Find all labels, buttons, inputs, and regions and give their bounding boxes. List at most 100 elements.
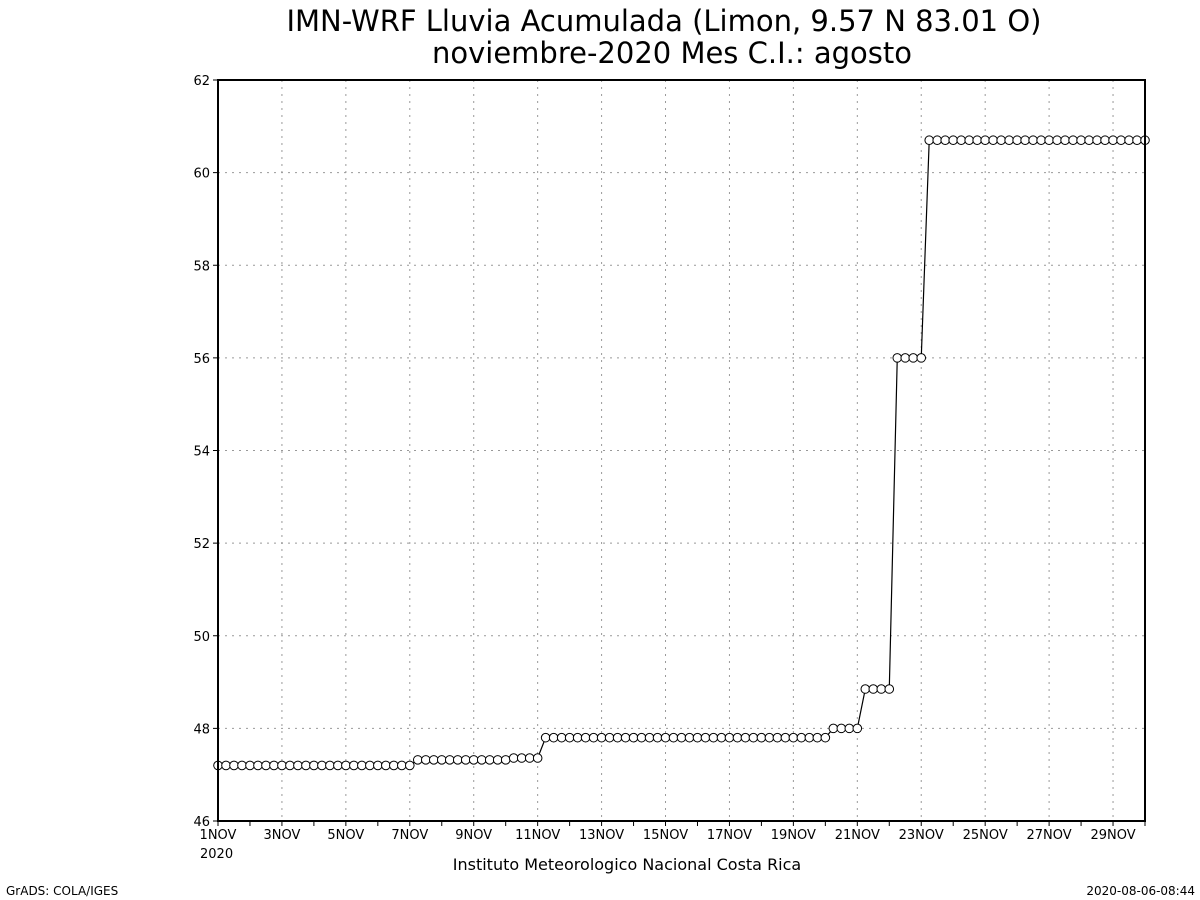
data-point — [516, 753, 527, 763]
data-point — [948, 135, 959, 146]
data-point — [764, 732, 775, 743]
y-tick-label: 46 — [193, 815, 210, 830]
data-point — [436, 755, 447, 765]
x-tick-label: 13NOV — [579, 828, 624, 843]
data-point — [668, 732, 679, 743]
data-point — [652, 732, 663, 743]
data-point — [972, 135, 982, 146]
y-tick-label: 52 — [193, 537, 210, 552]
data-point — [684, 732, 695, 743]
data-point — [221, 760, 231, 771]
data-point — [444, 755, 455, 765]
data-point — [1076, 135, 1086, 146]
y-tick-label: 58 — [193, 259, 210, 274]
data-point — [404, 760, 415, 771]
data-point — [1020, 135, 1030, 146]
data-point — [988, 135, 998, 146]
data-point — [604, 732, 615, 743]
data-point — [1060, 135, 1070, 146]
x-tick-label: 21NOV — [835, 828, 880, 843]
y-axis: 46 48 50 52 54 56 58 60 62 — [193, 74, 218, 830]
data-point — [317, 760, 327, 771]
data-point — [636, 732, 647, 743]
data-point — [492, 755, 503, 765]
data-point — [812, 732, 823, 743]
data-point — [860, 684, 871, 694]
data-point — [836, 723, 847, 734]
data-point — [373, 760, 383, 771]
data-point — [772, 732, 783, 743]
data-point — [412, 755, 423, 765]
data-point — [708, 732, 719, 743]
data-point — [357, 760, 367, 771]
data-point — [285, 760, 295, 771]
data-point — [293, 760, 303, 771]
data-point — [996, 135, 1006, 146]
data-point — [333, 760, 343, 771]
data-point — [676, 732, 687, 743]
x-tick-label: 5NOV — [327, 828, 364, 843]
data-point — [397, 760, 407, 771]
data-point — [660, 732, 671, 743]
data-point — [389, 760, 399, 771]
data-point — [524, 753, 535, 763]
data-point — [692, 732, 703, 743]
series-markers — [213, 135, 1150, 771]
data-point — [788, 732, 799, 743]
data-point — [612, 732, 623, 743]
data-point — [468, 755, 479, 765]
data-point — [269, 760, 279, 771]
data-point — [876, 684, 887, 694]
data-point — [452, 755, 463, 765]
data-point — [245, 760, 255, 771]
x-axis: 1NOV 3NOV 5NOV 7NOV 9NOV 11NOV 13NOV 15NOV 17NOV… — [200, 821, 1146, 843]
x-year-label: 2020 — [200, 847, 233, 862]
data-point — [732, 732, 743, 743]
data-point — [1084, 135, 1094, 146]
chart-title: IMN-WRF Lluvia Acumulada (Limon, 9.57 N … — [286, 4, 1041, 38]
x-tick-label: 15NOV — [643, 828, 688, 843]
data-point — [261, 760, 271, 771]
x-tick-label: 1NOV — [200, 828, 237, 843]
data-point — [341, 760, 351, 771]
data-point — [628, 732, 639, 743]
data-point — [700, 732, 711, 743]
data-point — [852, 723, 863, 734]
data-point — [580, 732, 591, 743]
data-point — [940, 135, 951, 146]
data-point — [956, 135, 967, 146]
data-point — [460, 755, 471, 765]
data-point — [932, 135, 943, 146]
data-point — [916, 353, 927, 363]
institution-label: Instituto Meteorologico Nacional Costa R… — [453, 855, 801, 874]
data-point — [892, 353, 903, 363]
x-tick-label: 9NOV — [455, 828, 492, 843]
y-tick-label: 50 — [193, 630, 210, 645]
data-point — [500, 755, 511, 765]
x-tick-label: 19NOV — [771, 828, 816, 843]
data-point — [796, 732, 807, 743]
x-tick-label: 23NOV — [899, 828, 944, 843]
x-tick-label: 29NOV — [1090, 828, 1135, 843]
chart-subtitle: noviembre-2020 Mes C.I.: agosto — [432, 36, 912, 70]
data-point — [1068, 135, 1078, 146]
data-point — [1012, 135, 1022, 146]
data-point — [1132, 135, 1142, 146]
data-point — [716, 732, 727, 743]
data-point — [349, 760, 359, 771]
data-point — [564, 732, 575, 743]
data-point — [277, 760, 287, 771]
data-point — [532, 753, 543, 763]
data-point — [868, 684, 879, 694]
data-point — [1052, 135, 1062, 146]
data-point — [740, 732, 751, 743]
data-point — [924, 135, 935, 146]
data-point — [884, 684, 895, 694]
x-tick-label: 3NOV — [263, 828, 300, 843]
data-point — [1092, 135, 1102, 146]
data-point — [908, 353, 919, 363]
y-tick-label: 60 — [193, 167, 210, 182]
data-point — [964, 135, 974, 146]
series-line — [218, 139, 1145, 767]
data-point — [476, 755, 487, 765]
